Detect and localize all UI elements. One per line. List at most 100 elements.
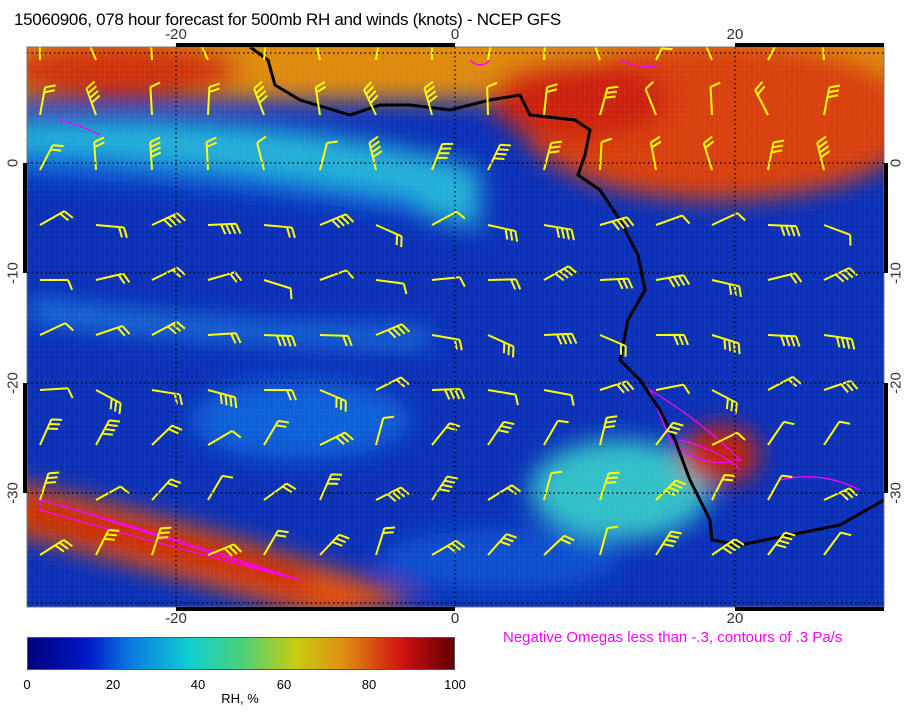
wind-barb [823,379,859,393]
wind-barb [599,334,627,357]
wind-barb [599,415,618,446]
wind-barb [263,389,297,401]
wind-barb [151,424,183,446]
x-tick-bottom: 0 [450,610,460,627]
wind-barb [431,475,458,501]
wind-barb [599,525,619,556]
wind-barb [599,85,619,116]
wind-barb [655,530,682,556]
wind-barb [767,139,785,171]
y-tick-left: -30 [4,482,22,504]
wind-barb [487,389,519,406]
wind-barb [767,224,801,237]
omega-contours [39,59,861,581]
wind-barb [767,474,793,501]
wind-barb [767,531,796,556]
wind-barb [207,474,234,501]
wind-barb [95,528,120,556]
wind-barb [39,84,56,116]
wind-barb [430,47,443,61]
wind-barb [39,322,74,336]
wind-barb [702,135,715,171]
wind-barb [263,279,293,300]
wind-barb [151,320,186,336]
x-tick-top: 0 [450,26,460,43]
wind-barb [431,210,466,226]
wind-barb [314,80,327,116]
wind-barb [709,81,721,116]
wind-barb [655,421,684,446]
wind-barb [256,135,267,171]
wind-barb [655,479,687,501]
wind-barb [823,267,858,283]
wind-barb [151,478,182,501]
wind-barb [767,334,801,347]
wind-barb [543,47,557,61]
wind-barb [543,265,578,282]
x-tick-bottom: 20 [726,610,744,627]
wind-barb [823,531,852,556]
wind-barb [207,543,243,557]
wind-barb [599,277,634,290]
colorbar-unit: RH, % [221,691,259,706]
wind-barb [375,415,395,446]
y-tick-right: -10 [887,262,905,284]
y-tick-right: -30 [887,482,905,504]
wind-barb [543,332,578,345]
wind-barb [543,389,575,406]
map-title: 15060906, 078 hour forecast for 500mb RH… [14,10,561,29]
graticule [27,47,884,607]
wind-barb [599,216,635,231]
wind-barb [431,388,466,400]
wind-barb [319,389,347,412]
colorbar-label: 40 [190,677,206,692]
wind-barb [649,135,662,171]
wind-barb [487,278,522,290]
wind-barb [363,81,379,116]
wind-barb [263,224,296,239]
colorbar-label: 100 [444,677,466,692]
wind-barb [263,419,290,446]
wind-barb [95,224,128,239]
wind-barb [39,210,74,226]
wind-barb [487,143,511,171]
y-tick-right: -20 [887,372,905,394]
wind-barb [711,473,736,501]
y-tick-left: -10 [4,262,22,284]
wind-barb [205,136,218,171]
wind-barb [711,279,742,298]
x-tick-top: 20 [726,26,744,43]
y-tick-left: 0 [4,158,22,168]
wind-barb [319,533,350,556]
rh-colorbar [27,637,455,670]
wind-barb [207,82,220,116]
wind-barb [599,471,620,501]
wind-barb [487,47,504,61]
wind-barb [149,81,161,116]
wind-barb [644,80,657,116]
wind-barb [319,431,354,446]
colorbar-label: 0 [23,677,31,692]
wind-barb [263,529,289,556]
y-tick-right: 0 [887,158,905,168]
omega-note: Negative Omegas less than -.3, contours … [503,629,843,646]
wind-barbs [38,47,859,557]
wind-barb [423,80,438,116]
wind-barb [39,471,60,501]
wind-barb [263,47,278,61]
wind-barb [319,140,338,171]
wind-barb [823,224,852,246]
frame-bars [23,43,888,611]
wind-barb [486,81,498,116]
x-tick-top: -20 [165,26,187,43]
wind-barb [375,47,392,61]
wind-barb [543,224,575,241]
wind-barb [39,418,63,446]
wind-barb [375,224,403,248]
wind-barb [319,334,353,347]
wind-barb [767,420,795,446]
wind-barb [95,389,122,415]
wind-barb [823,420,851,446]
wind-barb [711,212,746,226]
